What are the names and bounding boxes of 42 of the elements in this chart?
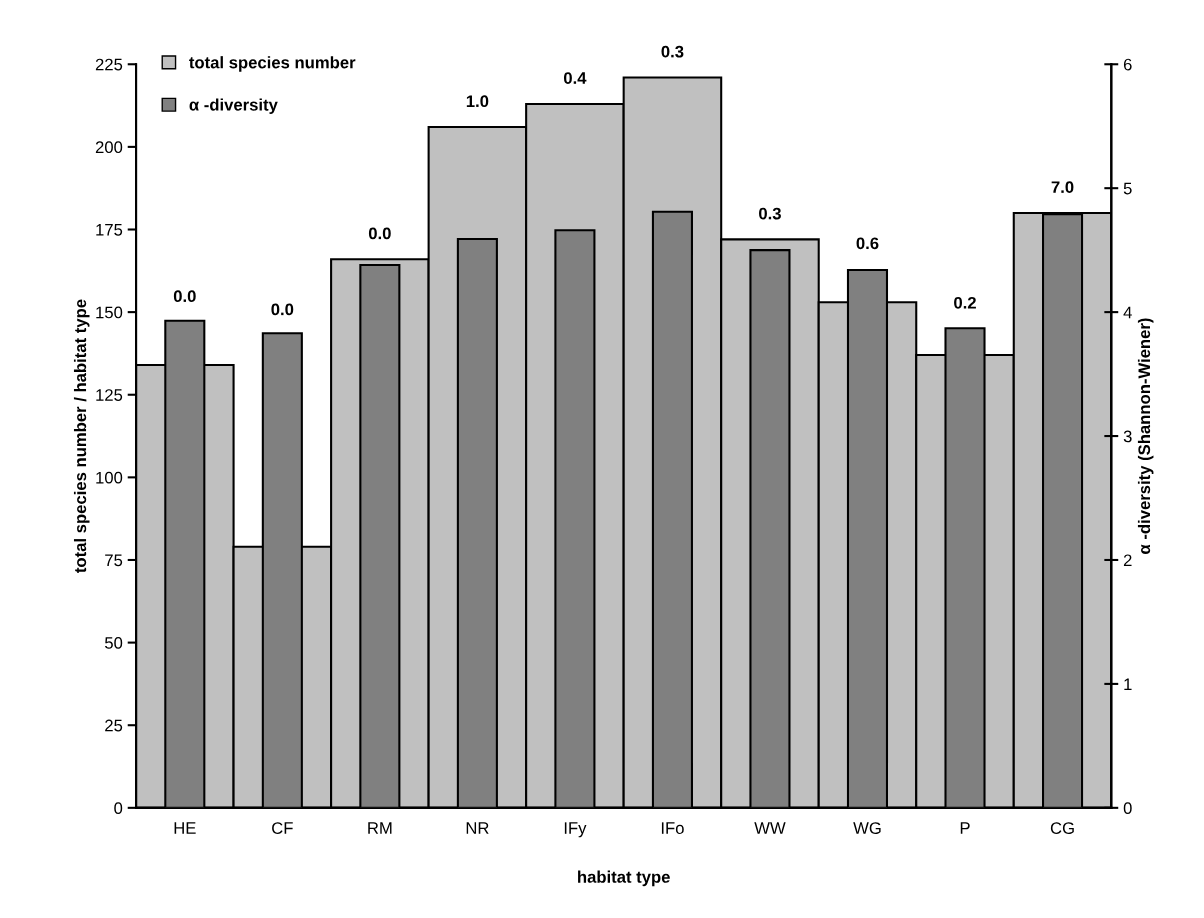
y-tick-label: 50 xyxy=(104,637,123,649)
annotation: 0.3 xyxy=(759,207,781,220)
y-tick-label: 150 xyxy=(96,306,123,319)
x-tick-label: P xyxy=(960,822,970,834)
y2-tick-label: 1 xyxy=(1124,678,1132,690)
x-tick-label: CF xyxy=(272,822,293,834)
y-tick-label: 225 xyxy=(95,58,123,71)
x-axis-title: habitat type xyxy=(578,870,670,887)
y-tick-label: 125 xyxy=(96,389,123,401)
y-axis-title: total species number / habitat type xyxy=(73,299,90,573)
y2-tick-label: 2 xyxy=(1123,554,1132,567)
x-tick-label: NR xyxy=(466,822,489,834)
annotation: 7.0 xyxy=(1051,181,1074,194)
x-tick-label: IFo xyxy=(661,822,684,834)
y2-tick-label: 3 xyxy=(1123,430,1132,443)
annotation: 0.0 xyxy=(368,227,391,240)
annotation: 0.3 xyxy=(661,45,684,58)
y-tick-label: 100 xyxy=(96,471,123,484)
y-tick-label: 75 xyxy=(105,554,123,567)
annotation: 0.6 xyxy=(856,237,879,250)
y-tick-label: 200 xyxy=(95,141,123,154)
y2-tick-label: 4 xyxy=(1123,306,1132,319)
annotation: 0.0 xyxy=(271,303,294,316)
annotation: 0.0 xyxy=(173,290,196,303)
annotation: 0.2 xyxy=(954,296,976,309)
y-tick-label: 175 xyxy=(96,224,123,236)
x-tick-label: RM xyxy=(368,822,392,834)
x-tick-label: WG xyxy=(853,822,881,834)
y-tick-label: 25 xyxy=(105,719,123,732)
y2-axis-title: α -diversity (Shannon-Wiener) xyxy=(1137,318,1154,554)
y2-tick-label: 0 xyxy=(1123,802,1132,815)
annotation: 0.4 xyxy=(563,72,587,84)
x-tick-label: IFy xyxy=(564,822,587,838)
x-tick-label: WW xyxy=(754,822,786,834)
legend-label: total species number xyxy=(189,56,356,72)
y-tick-label: 0 xyxy=(114,802,123,815)
x-tick-label: CG xyxy=(1050,822,1074,834)
y2-tick-label: 6 xyxy=(1123,58,1132,71)
legend-label: α -diversity xyxy=(189,98,278,114)
x-tick-label: HE xyxy=(174,822,196,834)
annotation: 1.0 xyxy=(466,95,489,108)
y2-tick-label: 5 xyxy=(1123,182,1132,195)
